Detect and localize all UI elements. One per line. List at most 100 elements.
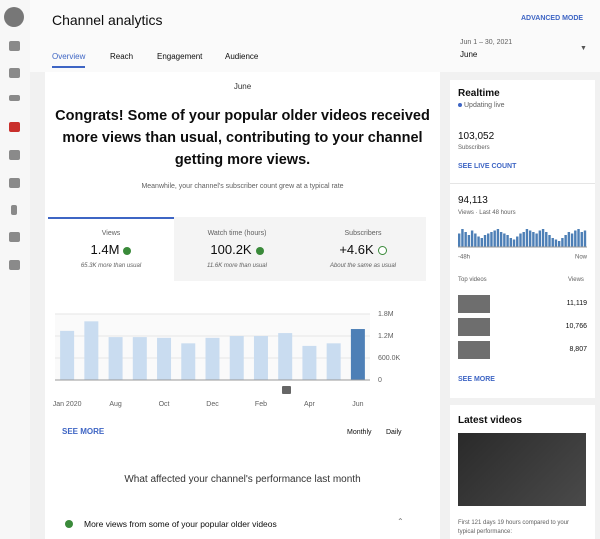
icon[interactable] (9, 178, 20, 188)
divider (450, 183, 595, 184)
realtime-bar (461, 229, 464, 247)
metric-number: +4.6K (339, 242, 374, 257)
realtime-bar (493, 230, 496, 247)
icon[interactable] (11, 205, 17, 215)
icon[interactable] (9, 122, 20, 132)
latest-title: Latest videos (458, 415, 522, 426)
bar (205, 337, 220, 380)
realtime-bar (538, 230, 542, 247)
x-tick-label: Feb (255, 401, 267, 408)
realtime-bar (577, 229, 580, 247)
y-tick-label: 0 (378, 377, 382, 384)
realtime-bar (464, 232, 467, 247)
subscribers: 103,052 (458, 131, 495, 142)
metric-value: 100.2K (174, 242, 300, 257)
realtime-bar (487, 233, 490, 247)
metric-icon (377, 246, 387, 256)
tab[interactable]: Engagement (157, 52, 203, 61)
bar (278, 333, 293, 380)
see-live-count[interactable]: SEE LIVE COUNT (458, 163, 517, 170)
latest-thumb[interactable] (458, 433, 586, 506)
top-video-views: 11,119 (566, 300, 587, 307)
scrubber (282, 386, 291, 394)
y-tick-label: 1.8M (378, 311, 394, 318)
realtime-bar (564, 235, 567, 247)
toggle[interactable]: Monthly (347, 429, 372, 436)
icon[interactable] (9, 68, 20, 78)
metric-icon (123, 246, 132, 255)
metric-note: 65.3K more than usual (80, 263, 142, 269)
page-title: Channel analytics (52, 12, 163, 28)
realtime-bar (509, 238, 513, 247)
thumb[interactable] (458, 318, 490, 336)
realtime-bar (551, 238, 554, 247)
subscribers-label: Subscribers (458, 145, 490, 151)
realtime-bar (580, 232, 583, 247)
tab[interactable]: Reach (110, 52, 134, 61)
x-tick-label: Aug (109, 401, 122, 408)
bar (108, 337, 123, 380)
realtime-bar (548, 235, 551, 247)
expand[interactable]: ⌃ (397, 517, 404, 526)
status: Updating live (464, 102, 505, 109)
realtime-bar (535, 233, 538, 247)
dropdown-arrow[interactable]: ▼ (580, 45, 587, 52)
icon[interactable] (9, 95, 20, 101)
see-more[interactable]: SEE MORE (458, 376, 495, 383)
metric-value: 1.4M (48, 242, 174, 257)
realtime-bar (528, 230, 532, 247)
realtime-bar (496, 229, 500, 247)
section-title: What affected your channel's performance… (124, 474, 361, 485)
subtext: Meanwhile, your channel's subscriber cou… (141, 183, 344, 190)
realtime-bar (467, 235, 471, 247)
date-label[interactable]: June (460, 50, 478, 59)
x-tick-label: Jun (352, 401, 363, 408)
icon[interactable] (9, 232, 20, 242)
realtime-bar (474, 233, 477, 247)
date-range[interactable]: Jun 1 – 30, 2021 (460, 39, 513, 46)
x-tick-label: Apr (304, 401, 316, 408)
icon[interactable] (9, 260, 20, 270)
avatar (4, 7, 24, 27)
icon[interactable] (9, 41, 20, 51)
thumb[interactable] (458, 295, 490, 313)
realtime-bar (545, 232, 548, 247)
thumb[interactable] (458, 341, 490, 359)
realtime-bar (561, 238, 564, 247)
realtime-bar (503, 233, 506, 247)
bar (350, 329, 365, 380)
bar (60, 330, 75, 380)
metric-label: Subscribers (344, 230, 382, 237)
realtime-card: Realtime Updating live 103,052 Subscribe… (450, 80, 595, 398)
item[interactable]: More views from some of your popular old… (84, 519, 277, 529)
realtime-bar (583, 230, 587, 247)
toggle[interactable]: Daily (386, 429, 402, 436)
views: 94,113 (458, 195, 488, 206)
realtime-bar (506, 235, 509, 247)
realtime-bar (557, 241, 561, 247)
tab[interactable]: Audience (225, 52, 259, 61)
bar (132, 337, 147, 380)
bar (229, 336, 244, 380)
tab[interactable]: Overview (52, 52, 86, 61)
metric-icon (255, 246, 264, 255)
advanced-mode[interactable]: ADVANCED MODE (521, 15, 584, 22)
realtime-bar (532, 232, 535, 247)
realtime-bar (541, 229, 545, 247)
realtime-bar (554, 239, 558, 247)
start-label: -48h (458, 255, 470, 261)
realtime-title: Realtime (458, 88, 500, 99)
views-col: Views (568, 277, 584, 283)
realtime-bar (512, 239, 516, 247)
month: June (233, 82, 252, 91)
see-more[interactable]: SEE MORE (62, 427, 105, 436)
bar (181, 343, 196, 380)
icon[interactable] (9, 150, 20, 160)
metric-note: About the same as usual (329, 263, 397, 269)
item-icon (65, 520, 73, 528)
realtime-bar (480, 238, 483, 247)
realtime-bar (567, 232, 571, 247)
realtime-bar (483, 235, 487, 247)
top-area (30, 0, 600, 72)
